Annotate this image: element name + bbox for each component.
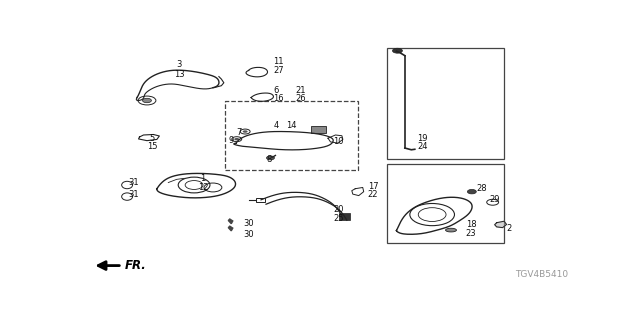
Text: 16: 16 [273, 94, 284, 103]
Text: 1: 1 [200, 174, 205, 183]
Circle shape [392, 48, 403, 53]
Polygon shape [228, 226, 233, 231]
Text: 13: 13 [174, 70, 184, 79]
Circle shape [266, 156, 275, 160]
Text: 2: 2 [507, 224, 512, 233]
Text: 4: 4 [273, 121, 278, 130]
Text: 7: 7 [236, 128, 241, 137]
Text: 30: 30 [244, 219, 254, 228]
Text: 18: 18 [466, 220, 477, 229]
Bar [310, 126, 326, 132]
Text: 31: 31 [128, 190, 139, 199]
Text: TGV4B5410: TGV4B5410 [515, 270, 568, 279]
Text: 12: 12 [198, 183, 208, 192]
Text: FR.: FR. [125, 259, 147, 272]
Bar [256, 197, 265, 202]
Text: 21: 21 [296, 86, 307, 95]
Text: 23: 23 [466, 228, 477, 237]
Text: 22: 22 [367, 190, 378, 199]
Circle shape [467, 189, 476, 194]
Text: 19: 19 [417, 134, 428, 143]
Ellipse shape [445, 228, 456, 232]
Text: 28: 28 [477, 184, 488, 193]
Text: 25: 25 [333, 214, 344, 223]
Text: 9: 9 [228, 136, 234, 145]
Text: 27: 27 [273, 66, 284, 75]
Circle shape [243, 130, 248, 133]
Circle shape [234, 138, 239, 140]
Polygon shape [228, 219, 233, 224]
Circle shape [143, 98, 152, 103]
Text: 24: 24 [417, 142, 428, 151]
Text: 6: 6 [273, 86, 279, 95]
Text: 8: 8 [266, 155, 271, 164]
Text: 5: 5 [149, 134, 154, 143]
Text: 31: 31 [128, 178, 139, 187]
Text: 15: 15 [147, 142, 157, 151]
Bar [339, 213, 350, 220]
Text: 29: 29 [489, 195, 500, 204]
Text: 30: 30 [244, 230, 254, 239]
Text: 20: 20 [333, 205, 344, 214]
Polygon shape [495, 221, 507, 228]
Text: 17: 17 [367, 182, 378, 191]
Text: 3: 3 [177, 60, 182, 69]
Text: 10: 10 [333, 137, 344, 146]
Text: 11: 11 [273, 57, 284, 66]
Text: 14: 14 [286, 121, 296, 130]
Text: 26: 26 [296, 94, 307, 103]
